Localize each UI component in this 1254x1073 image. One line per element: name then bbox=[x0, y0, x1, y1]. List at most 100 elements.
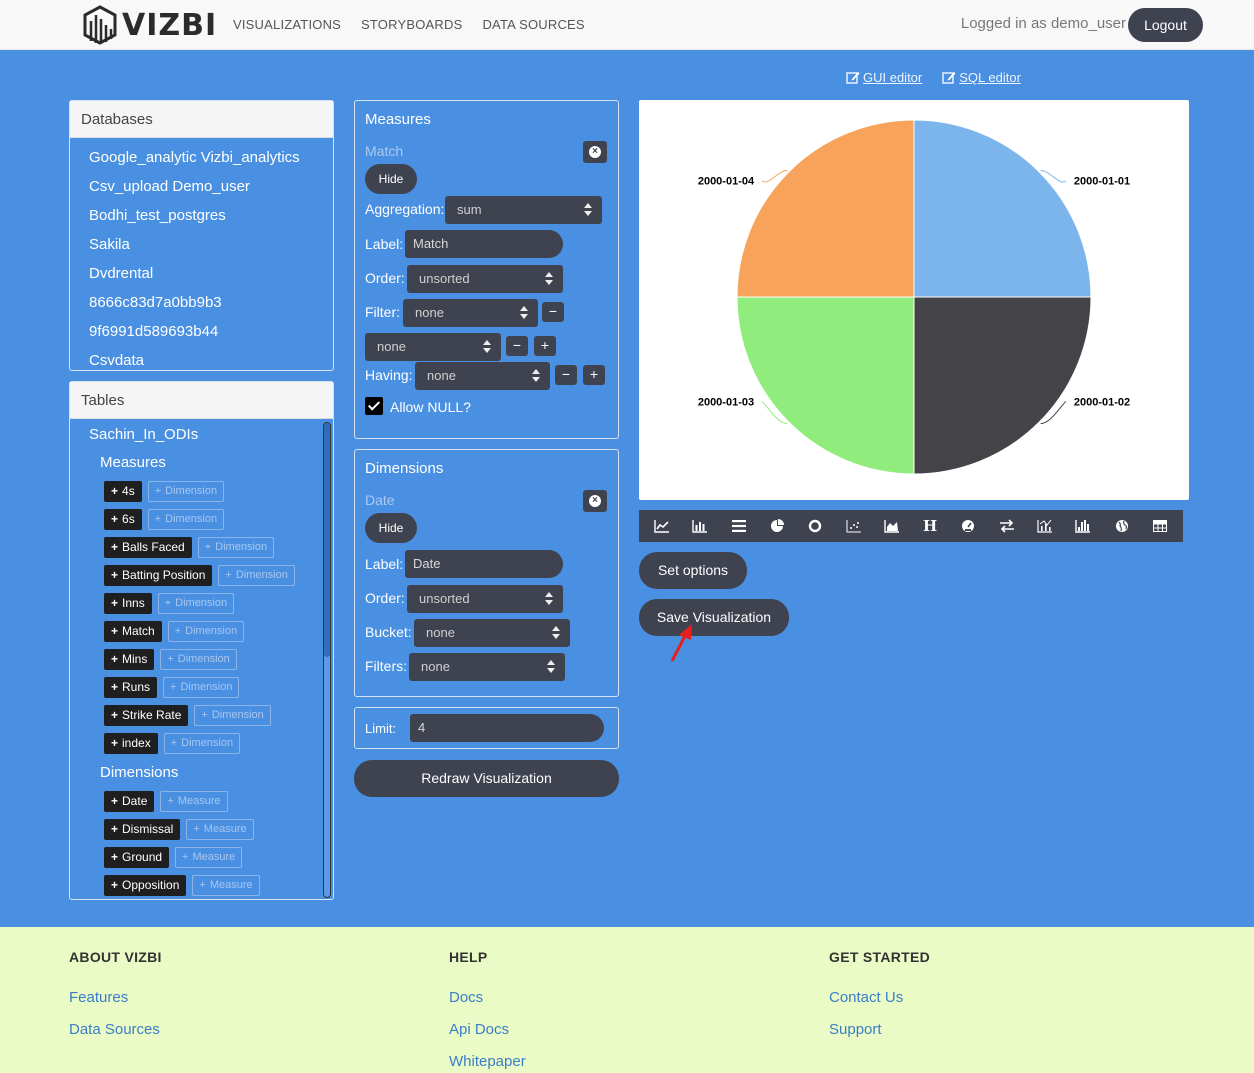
footer-link-whitepaper[interactable]: Whitepaper bbox=[449, 1053, 526, 1070]
convert-field-button[interactable]: + Dimension bbox=[197, 536, 275, 558]
footer-link-support[interactable]: Support bbox=[829, 1021, 882, 1038]
measure-order-select[interactable]: unsorted bbox=[407, 265, 563, 293]
line-chart-icon[interactable] bbox=[652, 516, 672, 536]
nav-data-sources[interactable]: DATA SOURCES bbox=[482, 17, 585, 32]
pie-slice[interactable] bbox=[736, 119, 915, 298]
field-button[interactable]: + Opposition bbox=[104, 874, 187, 896]
field-button[interactable]: + Batting Position bbox=[104, 564, 213, 586]
database-item[interactable]: 9f6991d589693b44 bbox=[89, 323, 219, 340]
remove-measure-button[interactable]: × bbox=[583, 141, 607, 163]
list-icon[interactable] bbox=[729, 516, 749, 536]
allow-null-checkbox[interactable] bbox=[365, 397, 383, 415]
nav-storyboards[interactable]: STORYBOARDS bbox=[361, 17, 463, 32]
database-item[interactable]: Dvdrental bbox=[89, 265, 154, 282]
field-button[interactable]: + Inns bbox=[104, 592, 152, 614]
field-button[interactable]: +6s bbox=[104, 508, 142, 530]
database-item[interactable]: Sakila bbox=[89, 236, 130, 253]
bar-chart-icon[interactable] bbox=[690, 516, 710, 536]
dimension-label-input[interactable]: Date bbox=[405, 550, 563, 578]
convert-field-button[interactable]: + Dimension bbox=[157, 592, 235, 614]
scatter-chart-icon[interactable] bbox=[844, 516, 864, 536]
database-item[interactable]: Bodhi_test_postgres bbox=[89, 207, 226, 224]
combo-chart-icon[interactable] bbox=[1035, 516, 1055, 536]
heading-icon[interactable]: H bbox=[923, 517, 938, 535]
convert-field-button[interactable]: + Dimension bbox=[147, 508, 225, 530]
convert-field-button[interactable]: + Dimension bbox=[160, 648, 237, 670]
set-options-button[interactable]: Set options bbox=[639, 552, 747, 589]
add-having-button[interactable]: + bbox=[583, 365, 605, 385]
globe-icon[interactable] bbox=[1112, 516, 1132, 536]
measure-field-row: + Mins + Dimension bbox=[104, 645, 333, 673]
measure-filter2-select[interactable]: none bbox=[365, 333, 501, 361]
gauge-icon[interactable] bbox=[958, 516, 978, 536]
field-button[interactable]: + Date bbox=[104, 790, 155, 812]
field-button[interactable]: + Ground bbox=[104, 846, 170, 868]
field-button[interactable]: + Mins bbox=[104, 648, 155, 670]
footer-link-features[interactable]: Features bbox=[69, 989, 129, 1006]
scrollbar-thumb[interactable] bbox=[324, 423, 330, 657]
gui-editor-link[interactable]: GUI editor bbox=[846, 70, 922, 85]
field-button[interactable]: + Strike Rate bbox=[104, 704, 189, 726]
swap-icon[interactable] bbox=[997, 516, 1017, 536]
plus-icon: + bbox=[111, 707, 119, 722]
database-item[interactable]: Csv_upload Demo_user bbox=[89, 178, 250, 195]
select-arrows-icon bbox=[547, 660, 555, 674]
logout-button[interactable]: Logout bbox=[1128, 8, 1203, 42]
vizbi-logo[interactable]: VIZBI bbox=[82, 5, 217, 45]
convert-field-button[interactable]: + Dimension bbox=[167, 620, 245, 642]
pie-slice[interactable] bbox=[736, 296, 915, 475]
measure-label-input[interactable]: Match bbox=[405, 230, 563, 258]
sql-editor-link[interactable]: SQL editor bbox=[942, 70, 1021, 85]
donut-chart-icon[interactable] bbox=[805, 516, 825, 536]
convert-field-button[interactable]: + Dimension bbox=[147, 480, 225, 502]
histogram-icon[interactable] bbox=[1073, 516, 1093, 536]
field-button[interactable]: + index bbox=[104, 732, 158, 754]
field-button[interactable]: +4s bbox=[104, 480, 142, 502]
convert-field-button[interactable]: + Measure bbox=[175, 846, 243, 868]
dimension-filters-select[interactable]: none bbox=[409, 653, 565, 681]
database-item[interactable]: 8666c83d7a0bb9b3 bbox=[89, 294, 222, 311]
pie-slice[interactable] bbox=[913, 296, 1092, 475]
field-button[interactable]: + Balls Faced bbox=[104, 536, 192, 558]
pie-label-connector bbox=[761, 169, 788, 183]
convert-field-button[interactable]: + Dimension bbox=[194, 704, 271, 726]
convert-field-button[interactable]: + Dimension bbox=[218, 564, 295, 586]
convert-field-button[interactable]: + Measure bbox=[192, 874, 260, 896]
limit-input[interactable]: 4 bbox=[410, 714, 604, 742]
redraw-visualization-button[interactable]: Redraw Visualization bbox=[354, 760, 619, 797]
convert-field-button[interactable]: + Measure bbox=[160, 790, 228, 812]
pie-chart-icon[interactable] bbox=[767, 516, 787, 536]
hide-measure-button[interactable]: Hide bbox=[365, 164, 417, 194]
footer-link-data-sources[interactable]: Data Sources bbox=[69, 1021, 160, 1038]
dimension-order-select[interactable]: unsorted bbox=[407, 585, 563, 613]
field-button[interactable]: + Match bbox=[104, 620, 162, 642]
convert-field-button[interactable]: + Dimension bbox=[163, 676, 240, 698]
pie-slice[interactable] bbox=[913, 119, 1092, 298]
footer-link-docs[interactable]: Docs bbox=[449, 989, 484, 1006]
field-button[interactable]: + Runs bbox=[104, 676, 158, 698]
footer-link-contact-us[interactable]: Contact Us bbox=[829, 989, 904, 1006]
database-item[interactable]: Csvdata bbox=[89, 352, 145, 369]
table-name[interactable]: Sachin_In_ODIs bbox=[89, 426, 199, 443]
convert-field-button[interactable]: + Dimension bbox=[163, 732, 241, 754]
measure-filter-select[interactable]: none bbox=[403, 299, 538, 327]
database-item[interactable]: Google_analytic Vizbi_analytics bbox=[89, 149, 300, 166]
save-visualization-button[interactable]: Save Visualization bbox=[639, 599, 789, 636]
remove-filter2-button[interactable]: − bbox=[506, 336, 528, 356]
area-chart-icon[interactable] bbox=[882, 516, 902, 536]
hide-dimension-button[interactable]: Hide bbox=[365, 513, 417, 543]
tables-scrollbar[interactable] bbox=[323, 422, 331, 898]
bucket-select[interactable]: none bbox=[414, 619, 570, 647]
aggregation-select[interactable]: sum bbox=[445, 196, 602, 224]
nav-visualizations[interactable]: VISUALIZATIONS bbox=[233, 17, 342, 32]
footer-link-api-docs[interactable]: Api Docs bbox=[449, 1021, 510, 1038]
add-filter-button[interactable]: + bbox=[534, 336, 556, 356]
field-button[interactable]: + Dismissal bbox=[104, 818, 181, 840]
pie-label: 2000-01-01 bbox=[1074, 176, 1130, 188]
remove-dimension-button[interactable]: × bbox=[583, 490, 607, 512]
table-icon[interactable] bbox=[1150, 516, 1170, 536]
remove-having-button[interactable]: − bbox=[555, 365, 577, 385]
convert-field-button[interactable]: + Measure bbox=[186, 818, 254, 840]
remove-filter-button[interactable]: − bbox=[542, 302, 564, 322]
having-select[interactable]: none bbox=[415, 362, 550, 390]
